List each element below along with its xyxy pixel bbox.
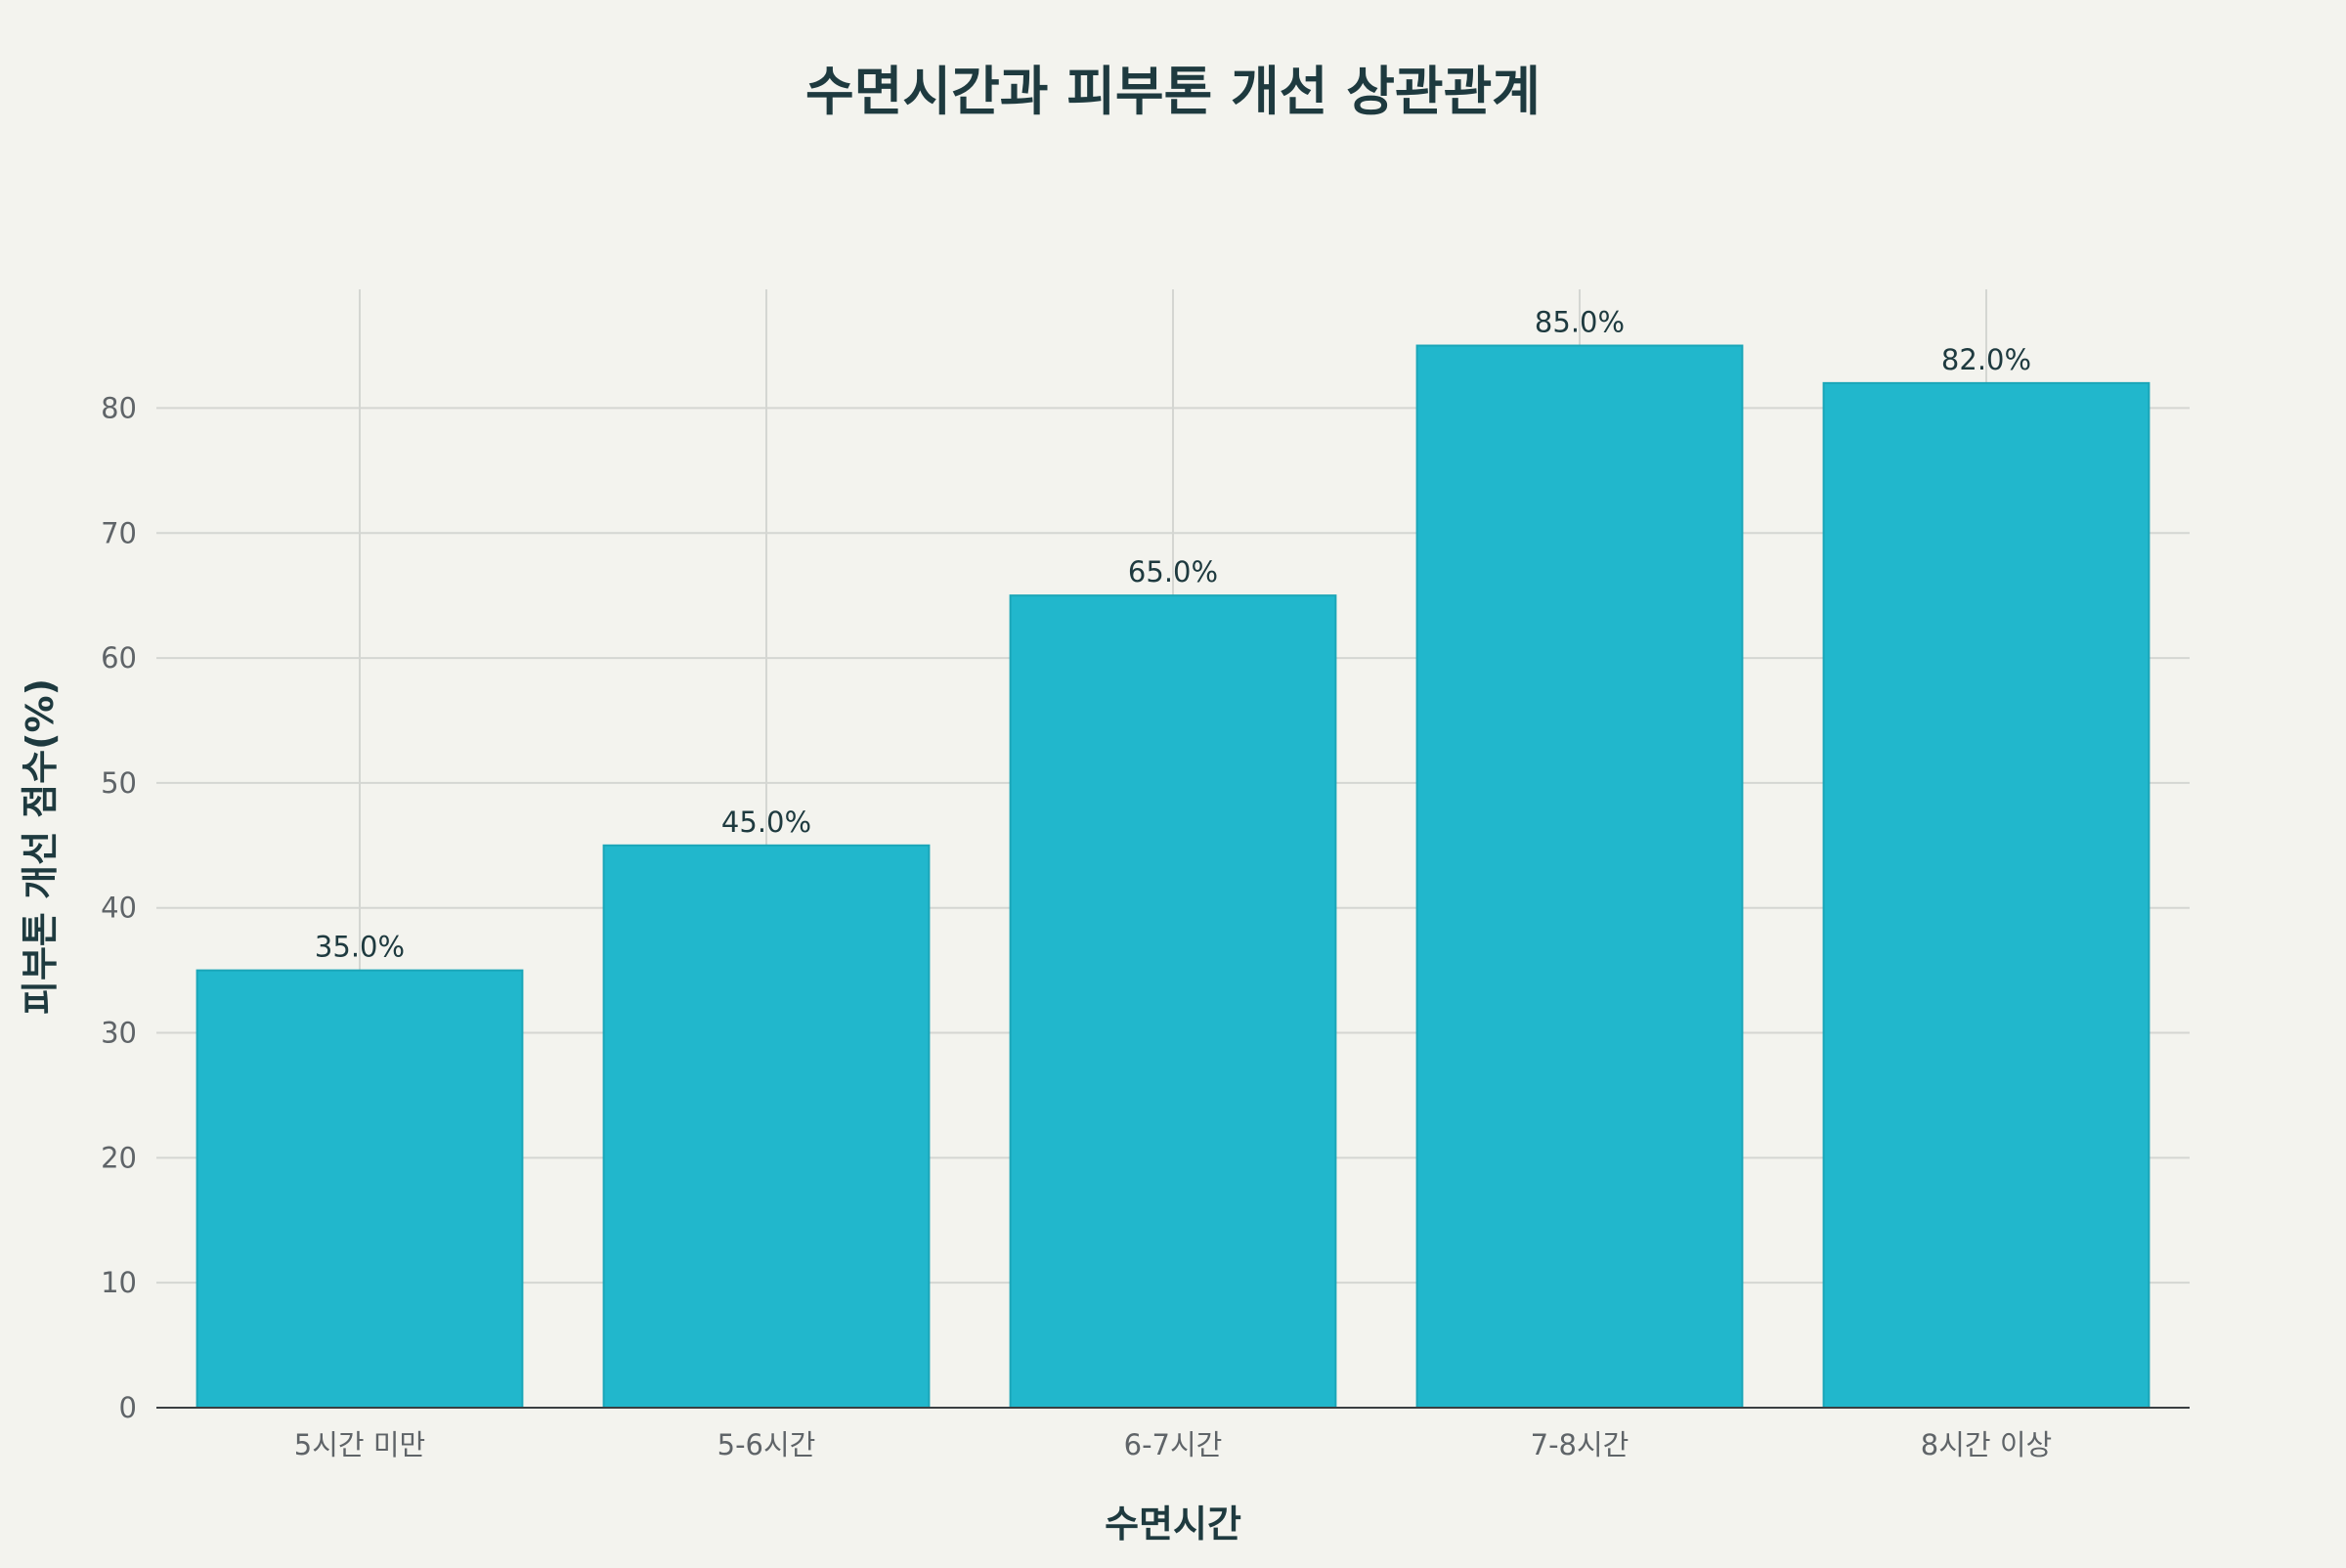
- x-tick-label: 7-8시간: [1531, 1428, 1629, 1461]
- bar-4: [1415, 344, 1744, 1410]
- y-axis-title: 피부톤 개선 점수(%): [19, 678, 62, 1015]
- bar-data-label: 65.0%: [1128, 555, 1218, 588]
- bar-data-label: 82.0%: [1941, 343, 2031, 376]
- bar-data-label: 85.0%: [1535, 306, 1625, 339]
- x-tick-label: 5-6시간: [717, 1428, 816, 1461]
- x-axis-ticks: 5시간 미만 5-6시간 6-7시간 7-8시간 8시간 이상: [294, 1428, 2052, 1461]
- bar-2: [602, 844, 931, 1409]
- y-tick-label: 10: [101, 1266, 137, 1299]
- y-tick-label: 60: [101, 641, 137, 675]
- y-tick-label: 30: [101, 1017, 137, 1050]
- y-tick-label: 20: [101, 1141, 137, 1174]
- y-tick-label: 40: [101, 892, 137, 925]
- y-tick-label: 80: [101, 391, 137, 424]
- bars: [196, 344, 2150, 1410]
- bar-data-label: 45.0%: [721, 806, 811, 839]
- x-tick-label: 8시간 이상: [1921, 1428, 2052, 1461]
- y-tick-label: 70: [101, 516, 137, 549]
- x-tick-label: 5시간 미만: [294, 1428, 425, 1461]
- bar-5: [1822, 381, 2150, 1409]
- y-axis-ticks: 0 10 20 30 40 50 60 70 80: [101, 391, 137, 1424]
- y-tick-label: 50: [101, 766, 137, 800]
- x-axis-title: 수면시간: [1105, 1503, 1241, 1546]
- x-tick-label: 6-7시간: [1124, 1428, 1223, 1461]
- y-tick-label: 0: [119, 1391, 137, 1424]
- bar-1: [196, 969, 524, 1409]
- data-labels: 35.0% 45.0% 65.0% 85.0% 82.0%: [315, 306, 2031, 964]
- chart-title: 수면시간과 피부톤 개선 상관관계: [805, 61, 1541, 122]
- bar-data-label: 35.0%: [315, 931, 405, 964]
- bar-3: [1009, 594, 1337, 1409]
